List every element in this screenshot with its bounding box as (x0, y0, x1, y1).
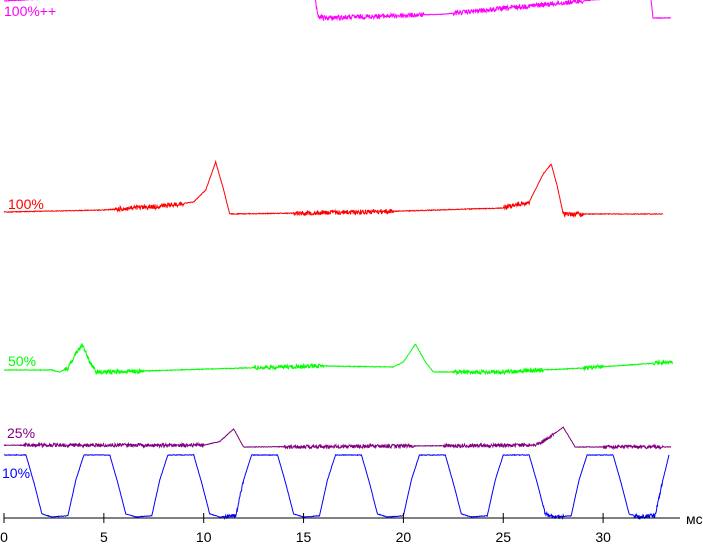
x-tick-label-3: 15 (296, 529, 312, 545)
series-line-4 (3, 453, 670, 521)
series-layer (3, 0, 674, 521)
x-tick-label-1: 5 (100, 529, 108, 545)
series-line-2 (3, 343, 674, 376)
series-label-100plus: 100%++ (4, 3, 56, 19)
series-label-50: 50% (8, 353, 36, 369)
x-tick-label-5: 25 (495, 529, 511, 545)
x-tick-label-2: 10 (196, 529, 212, 545)
series-label-100: 100% (8, 196, 44, 212)
series-label-25: 25% (7, 425, 35, 441)
x-axis-ticks: 0 5 10 15 20 25 30 (0, 513, 611, 545)
series-line-1 (3, 159, 664, 218)
x-axis-unit-label: мс (686, 511, 703, 527)
series-line-3 (3, 426, 672, 451)
x-tick-label-4: 20 (396, 529, 412, 545)
x-tick-label-6: 30 (595, 529, 611, 545)
x-tick-label-0: 0 (0, 529, 8, 545)
series-label-10: 10% (2, 465, 30, 481)
series-line-0 (3, 0, 672, 22)
